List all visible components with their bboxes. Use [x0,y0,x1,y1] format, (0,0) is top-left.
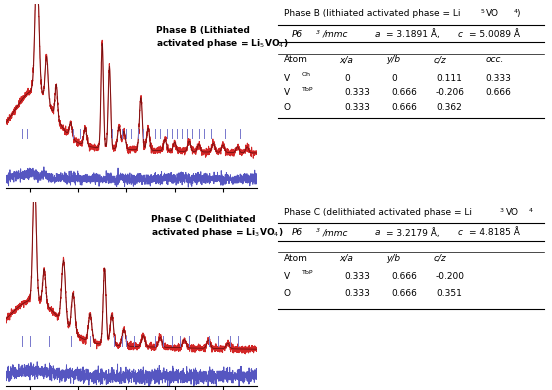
Text: Atom: Atom [284,55,307,64]
Text: 0.666: 0.666 [486,89,512,98]
Text: VO: VO [506,208,519,217]
Text: TbP: TbP [302,87,314,92]
Text: VO: VO [486,9,498,18]
Text: 0.333: 0.333 [344,103,370,112]
Text: 0: 0 [344,74,351,83]
Text: 0: 0 [392,74,397,83]
Text: 0.333: 0.333 [344,89,370,98]
Text: Phase C (delithiated activated phase = Li: Phase C (delithiated activated phase = L… [284,208,472,217]
Text: 4: 4 [513,9,517,14]
Text: 3: 3 [316,30,320,35]
Text: a: a [375,228,380,237]
Text: x/a: x/a [339,55,353,64]
Text: O: O [284,289,291,298]
Text: V: V [284,272,290,281]
Text: Phase C (Delithiated
activated phase = Li$_3$VO$_4$): Phase C (Delithiated activated phase = L… [151,215,284,239]
Text: = 3.1891 Å,: = 3.1891 Å, [386,30,440,39]
Text: 0.666: 0.666 [392,272,417,281]
Text: y/b: y/b [386,254,400,263]
Text: /mmc: /mmc [322,228,348,237]
Text: 3: 3 [316,228,320,233]
Text: 0.333: 0.333 [486,74,512,83]
Text: 0.362: 0.362 [436,103,461,112]
Text: c: c [458,228,463,237]
Text: 3: 3 [500,208,503,213]
Text: -0.200: -0.200 [436,272,465,281]
Text: /mmc: /mmc [322,30,348,39]
Text: = 5.0089 Å: = 5.0089 Å [469,30,520,39]
Text: y/b: y/b [386,55,400,64]
Text: ): ) [516,9,519,18]
Text: 0.351: 0.351 [436,289,462,298]
Text: = 3.2179 Å,: = 3.2179 Å, [386,228,440,238]
Text: 0.111: 0.111 [436,74,462,83]
Text: c: c [458,30,463,39]
Text: Phase B (lithiated activated phase = Li: Phase B (lithiated activated phase = Li [284,9,460,18]
Text: 0.666: 0.666 [392,289,417,298]
Text: Atom: Atom [284,254,307,263]
Text: x/a: x/a [339,254,353,263]
Text: c/z: c/z [433,254,446,263]
Text: = 4.8185 Å: = 4.8185 Å [469,228,520,237]
Text: V: V [284,74,290,83]
Text: c/z: c/z [433,55,446,64]
Text: P6: P6 [292,30,303,39]
Text: Phase B (Lithiated
activated phase = Li$_5$VO$_4$): Phase B (Lithiated activated phase = Li$… [156,26,289,50]
Text: P6: P6 [292,228,303,237]
Text: 0.333: 0.333 [344,289,370,298]
Text: O: O [284,103,291,112]
Text: occ.: occ. [486,55,504,64]
Text: Oh: Oh [302,72,311,77]
Text: a: a [375,30,380,39]
Text: V: V [284,89,290,98]
Text: 5: 5 [480,9,484,14]
Text: 4: 4 [528,208,533,213]
Text: 0.666: 0.666 [392,89,417,98]
Text: -0.206: -0.206 [436,89,465,98]
Text: 0.333: 0.333 [344,272,370,281]
Text: TbP: TbP [302,270,314,275]
Text: 0.666: 0.666 [392,103,417,112]
